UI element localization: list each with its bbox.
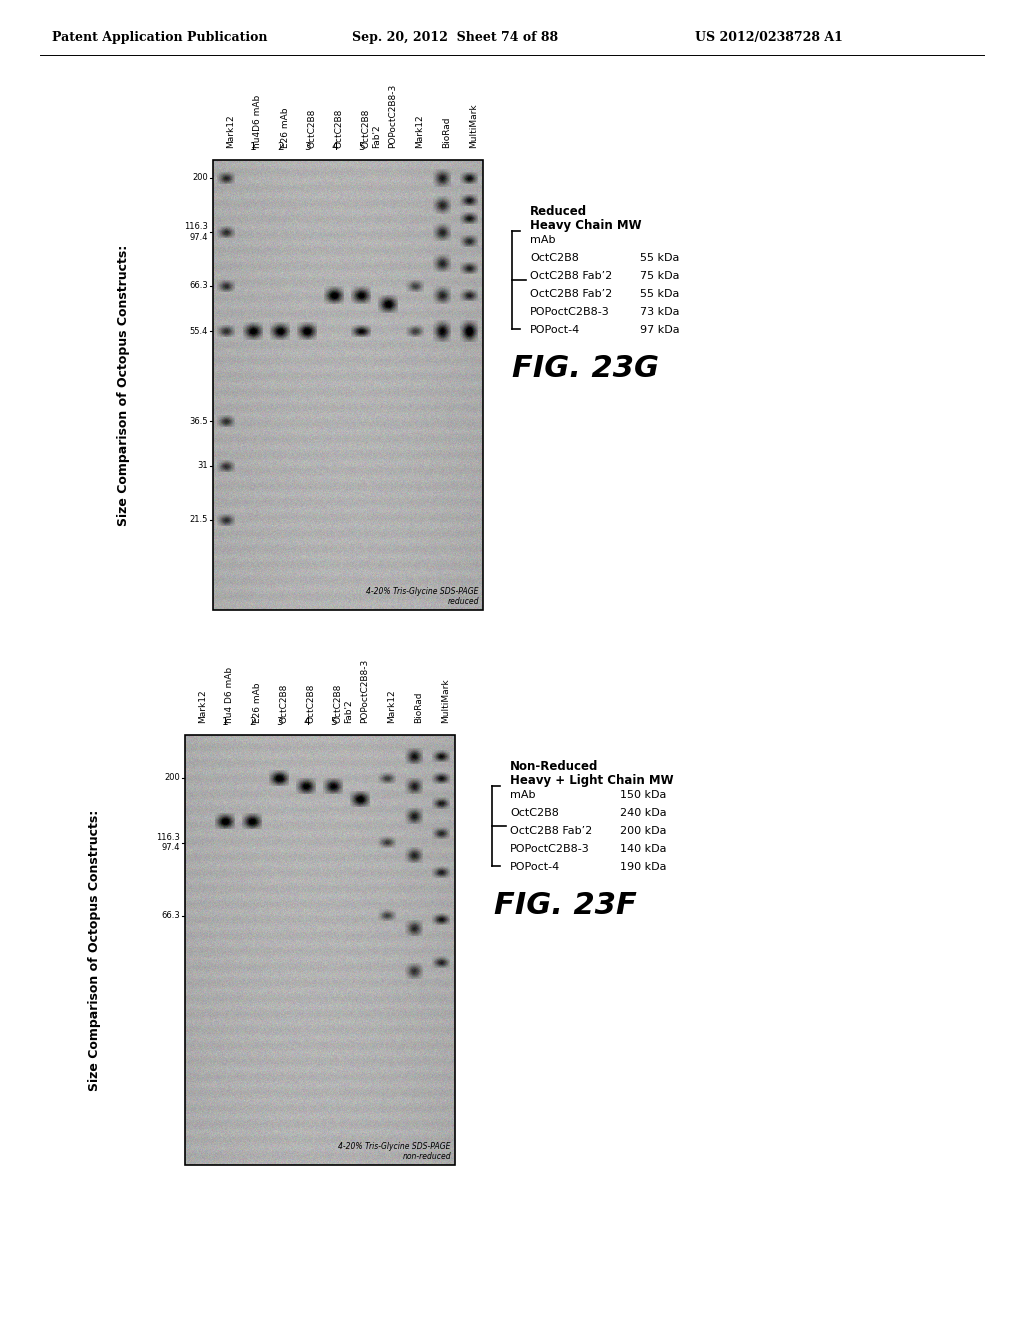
Text: POPoct-4: POPoct-4	[530, 325, 581, 335]
Text: MultiMark: MultiMark	[469, 103, 478, 148]
Text: BioRad: BioRad	[442, 116, 452, 148]
Text: 73 kDa: 73 kDa	[640, 308, 680, 317]
Text: 66.3: 66.3	[189, 281, 208, 290]
Text: OctC2B8: OctC2B8	[510, 808, 559, 818]
Text: OctC2B8: OctC2B8	[335, 108, 343, 148]
Text: 55 kDa: 55 kDa	[640, 253, 679, 263]
Text: hu4D6 mAb: hu4D6 mAb	[254, 95, 262, 148]
Bar	[213, 160, 483, 610]
Text: OctC2B8: OctC2B8	[307, 108, 316, 148]
Text: 116.3
97.4: 116.3 97.4	[156, 833, 180, 853]
Text: 200: 200	[164, 774, 180, 783]
Text: POPoctC2B8-3: POPoctC2B8-3	[530, 308, 609, 317]
Text: 116.3
97.4: 116.3 97.4	[184, 222, 208, 242]
Text: 4: 4	[331, 143, 338, 152]
Text: 97 kDa: 97 kDa	[640, 325, 680, 335]
Text: hu4 D6 mAb: hu4 D6 mAb	[225, 667, 234, 723]
Text: FIG. 23G: FIG. 23G	[512, 354, 658, 383]
Text: Heavy Chain MW: Heavy Chain MW	[530, 219, 642, 232]
Text: POPoctC2B8-3: POPoctC2B8-3	[388, 83, 397, 148]
Text: Reduced: Reduced	[530, 205, 587, 218]
Text: Mark12: Mark12	[226, 115, 236, 148]
Text: 4: 4	[303, 717, 310, 727]
Text: mAb: mAb	[510, 789, 536, 800]
Text: 75 kDa: 75 kDa	[640, 271, 680, 281]
Text: OctC2B8: OctC2B8	[280, 684, 289, 723]
Text: 2: 2	[249, 717, 256, 727]
Text: Patent Application Publication: Patent Application Publication	[52, 30, 267, 44]
Text: OctC2B8 Fab’2: OctC2B8 Fab’2	[530, 289, 612, 300]
Text: 150 kDa: 150 kDa	[620, 789, 667, 800]
Text: US 2012/0238728 A1: US 2012/0238728 A1	[695, 30, 843, 44]
Text: 21.5: 21.5	[189, 516, 208, 524]
Text: FIG. 23F: FIG. 23F	[494, 891, 637, 920]
Text: mAb: mAb	[530, 235, 555, 246]
Text: 1: 1	[250, 143, 257, 152]
Text: OctC2B8: OctC2B8	[306, 684, 315, 723]
Text: OctC2B8
Fab'2: OctC2B8 Fab'2	[334, 684, 353, 723]
Text: 4-20% Tris-Glycine SDS-PAGE
non-reduced: 4-20% Tris-Glycine SDS-PAGE non-reduced	[339, 1142, 451, 1162]
Text: OctC2B8
Fab'2: OctC2B8 Fab'2	[361, 108, 381, 148]
Bar	[185, 735, 455, 1166]
Text: Mark12: Mark12	[416, 115, 425, 148]
Text: Sep. 20, 2012  Sheet 74 of 88: Sep. 20, 2012 Sheet 74 of 88	[352, 30, 558, 44]
Text: POPoctC2B8-3: POPoctC2B8-3	[510, 843, 590, 854]
Text: POPoct-4: POPoct-4	[510, 862, 560, 873]
Text: 4-20% Tris-Glycine SDS-PAGE
reduced: 4-20% Tris-Glycine SDS-PAGE reduced	[367, 586, 479, 606]
Text: 240 kDa: 240 kDa	[620, 808, 667, 818]
Text: 66.3: 66.3	[161, 911, 180, 920]
Text: 55.4: 55.4	[189, 326, 208, 335]
Text: BioRad: BioRad	[415, 692, 424, 723]
Text: 5: 5	[358, 143, 365, 152]
Text: 1: 1	[222, 717, 228, 727]
Text: 200 kDa: 200 kDa	[620, 826, 667, 836]
Text: 3: 3	[276, 717, 283, 727]
Text: POPoctC2B8-3: POPoctC2B8-3	[360, 659, 370, 723]
Text: 3: 3	[304, 143, 311, 152]
Text: Heavy + Light Chain MW: Heavy + Light Chain MW	[510, 774, 674, 787]
Text: OctC2B8 Fab’2: OctC2B8 Fab’2	[510, 826, 592, 836]
Text: E26 mAb: E26 mAb	[253, 682, 261, 723]
Text: 140 kDa: 140 kDa	[620, 843, 667, 854]
Text: Size Comparison of Octopus Constructs:: Size Comparison of Octopus Constructs:	[117, 244, 129, 525]
Text: 200: 200	[193, 173, 208, 182]
Text: 36.5: 36.5	[189, 417, 208, 425]
Text: 2: 2	[278, 143, 284, 152]
Text: Mark12: Mark12	[199, 689, 208, 723]
Text: 190 kDa: 190 kDa	[620, 862, 667, 873]
Text: Mark12: Mark12	[387, 689, 396, 723]
Text: 5: 5	[330, 717, 337, 727]
Text: Size Comparison of Octopus Constructs:: Size Comparison of Octopus Constructs:	[88, 809, 101, 1090]
Text: MultiMark: MultiMark	[441, 678, 451, 723]
Text: Non-Reduced: Non-Reduced	[510, 760, 598, 774]
Text: OctC2B8 Fab’2: OctC2B8 Fab’2	[530, 271, 612, 281]
Text: E26 mAb: E26 mAb	[281, 107, 290, 148]
Text: 31: 31	[198, 462, 208, 470]
Text: OctC2B8: OctC2B8	[530, 253, 579, 263]
Text: 55 kDa: 55 kDa	[640, 289, 679, 300]
